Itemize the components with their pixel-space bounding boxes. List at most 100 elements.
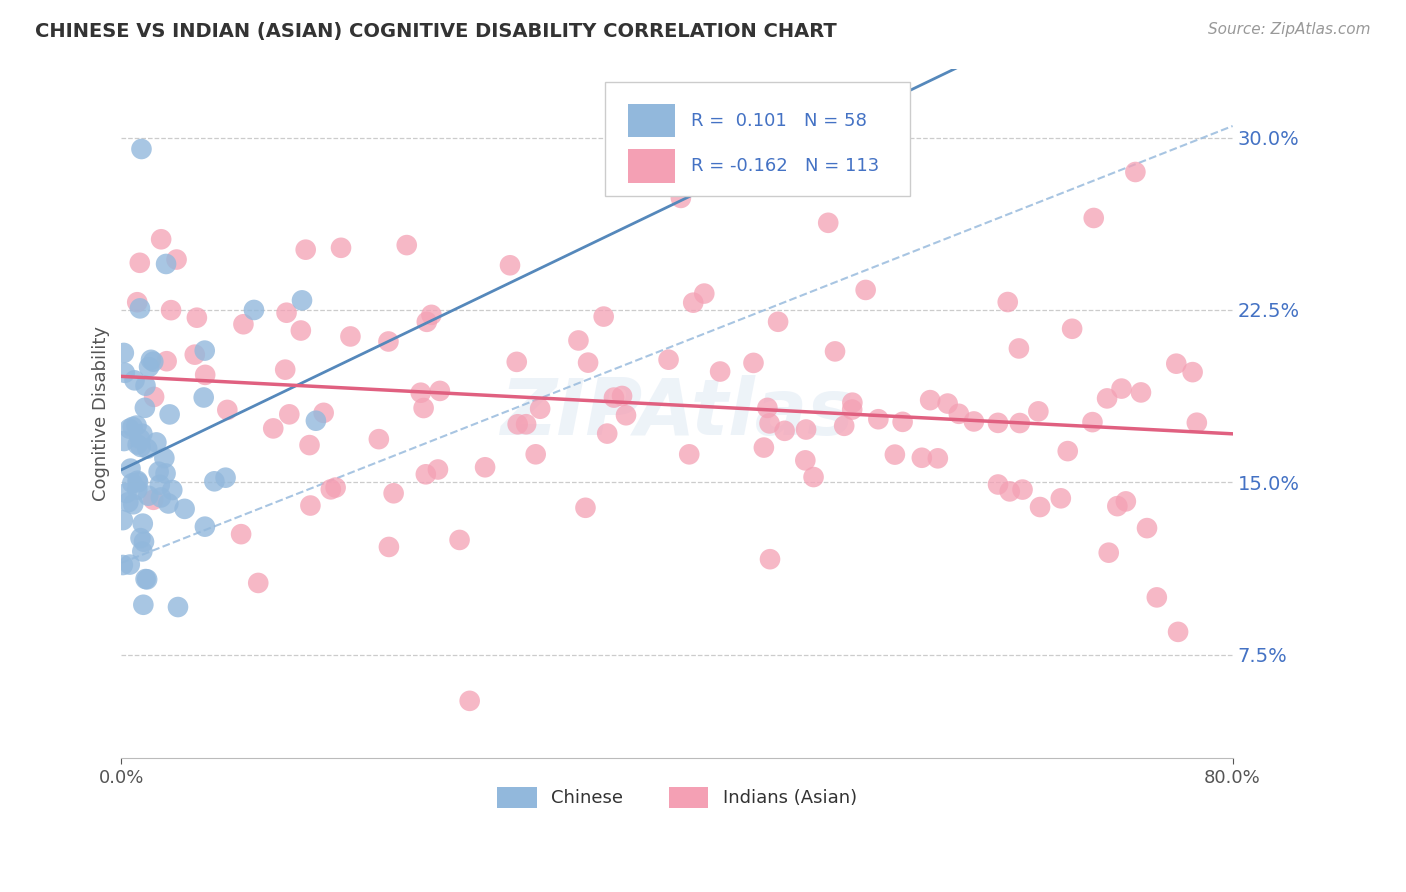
Point (1107, 499, 1129, 513)
Point (378, 540, 401, 554)
Point (610, 389, 633, 403)
Point (576, 356, 599, 370)
Point (803, 470, 825, 484)
Point (515, 417, 537, 432)
Point (193, 391, 215, 405)
Point (506, 355, 529, 369)
Point (135, 572, 157, 586)
Legend: Chinese, Indians (Asian): Chinese, Indians (Asian) (491, 780, 865, 815)
Point (458, 694, 481, 708)
Point (129, 301, 152, 316)
Point (678, 447, 700, 461)
Point (312, 406, 335, 420)
Point (658, 352, 681, 367)
Point (138, 359, 160, 374)
Point (669, 191, 692, 205)
Point (339, 329, 361, 343)
Point (229, 527, 252, 541)
Point (134, 378, 156, 392)
Point (574, 500, 596, 515)
Point (117, 495, 139, 509)
Point (449, 533, 471, 547)
Text: CHINESE VS INDIAN (ASIAN) COGNITIVE DISABILITY CORRELATION CHART: CHINESE VS INDIAN (ASIAN) COGNITIVE DISA… (35, 22, 837, 41)
Point (920, 393, 942, 408)
Point (202, 475, 225, 489)
Point (758, 417, 780, 431)
Point (156, 354, 179, 368)
Point (173, 501, 195, 516)
Point (325, 481, 347, 495)
Point (426, 462, 449, 476)
Point (139, 352, 162, 367)
Point (194, 519, 217, 533)
Text: R =  0.101   N = 58: R = 0.101 N = 58 (692, 112, 868, 129)
Point (121, 476, 143, 491)
Point (194, 368, 217, 382)
Point (693, 286, 716, 301)
Point (149, 477, 172, 491)
Point (1098, 546, 1121, 560)
Point (131, 426, 153, 441)
Point (911, 450, 934, 465)
Point (1115, 494, 1137, 508)
Point (936, 396, 959, 410)
Point (162, 483, 184, 497)
Point (416, 315, 439, 329)
Point (841, 395, 863, 409)
Point (155, 257, 177, 271)
Point (278, 408, 301, 422)
Y-axis label: Cognitive Disability: Cognitive Disability (93, 326, 110, 501)
Point (167, 600, 190, 615)
Point (529, 401, 551, 416)
Point (794, 423, 817, 437)
Point (1095, 392, 1118, 406)
Point (247, 576, 270, 591)
Point (120, 461, 142, 475)
Point (186, 310, 208, 325)
Point (142, 354, 165, 368)
Point (752, 441, 775, 455)
Text: ZIPAtlas: ZIPAtlas (501, 376, 853, 451)
Point (127, 295, 149, 310)
Point (1166, 357, 1188, 371)
Point (291, 293, 314, 308)
Point (987, 477, 1010, 491)
Point (412, 401, 434, 415)
Point (122, 497, 145, 511)
Point (773, 424, 796, 438)
Point (1146, 591, 1168, 605)
Point (124, 373, 146, 387)
Text: R = -0.162   N = 113: R = -0.162 N = 113 (692, 157, 880, 175)
Point (118, 422, 141, 436)
Point (160, 303, 183, 318)
Point (127, 475, 149, 490)
Point (143, 390, 166, 404)
Point (817, 216, 839, 230)
Point (127, 474, 149, 488)
Point (382, 486, 405, 500)
Point (127, 483, 149, 497)
Point (415, 467, 437, 482)
Point (1049, 491, 1071, 506)
Bar (628, 104, 675, 137)
Point (1125, 165, 1147, 179)
Point (214, 471, 236, 485)
Point (1008, 342, 1031, 356)
Point (682, 295, 704, 310)
Point (1029, 500, 1052, 514)
Point (262, 421, 284, 435)
Point (1181, 365, 1204, 379)
Point (1111, 382, 1133, 396)
Point (377, 334, 399, 349)
Point (997, 295, 1019, 310)
Point (132, 598, 155, 612)
Point (506, 417, 529, 432)
Point (111, 513, 134, 527)
Point (524, 447, 547, 461)
Point (1056, 444, 1078, 458)
Point (596, 426, 619, 441)
Point (868, 412, 890, 426)
Point (299, 499, 322, 513)
Point (330, 241, 353, 255)
Point (1008, 416, 1031, 430)
